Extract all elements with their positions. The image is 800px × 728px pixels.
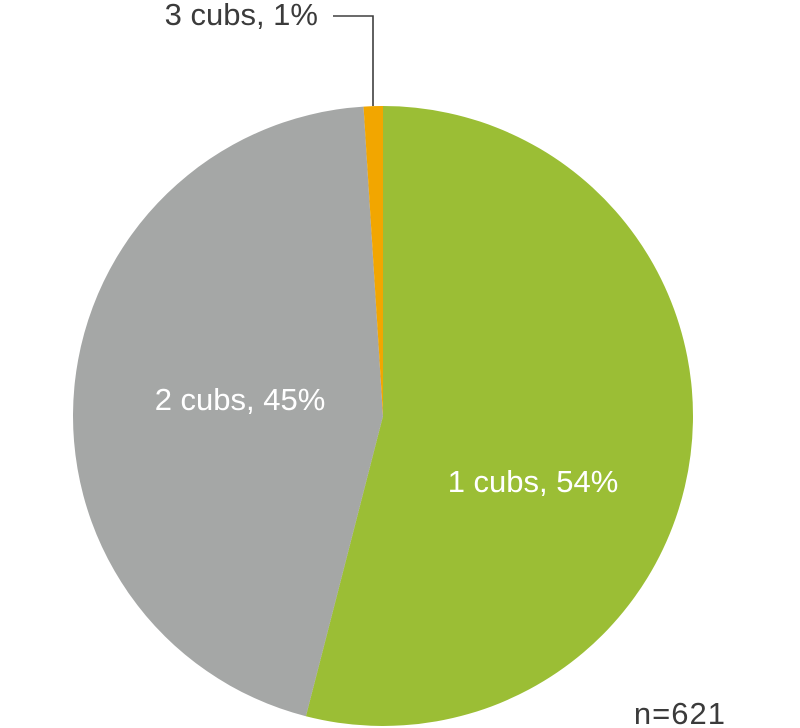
slice-3-cubs (363, 105, 383, 416)
label-2-cubs: 2 cubs, 45% (155, 382, 326, 417)
sample-size-note: n=621 (634, 696, 726, 728)
slice-2-cubs (72, 106, 383, 717)
pie-slices (72, 105, 694, 727)
leader-lines (333, 15, 374, 106)
label-3-cubs: 3 cubs, 1% (165, 0, 318, 32)
leader-line-3-cubs (333, 15, 374, 106)
label-1-cubs: 1 cubs, 54% (448, 464, 619, 499)
slice-labels: 1 cubs, 54% 2 cubs, 45% 3 cubs, 1% (155, 0, 619, 499)
slice-1-cubs (305, 106, 694, 727)
